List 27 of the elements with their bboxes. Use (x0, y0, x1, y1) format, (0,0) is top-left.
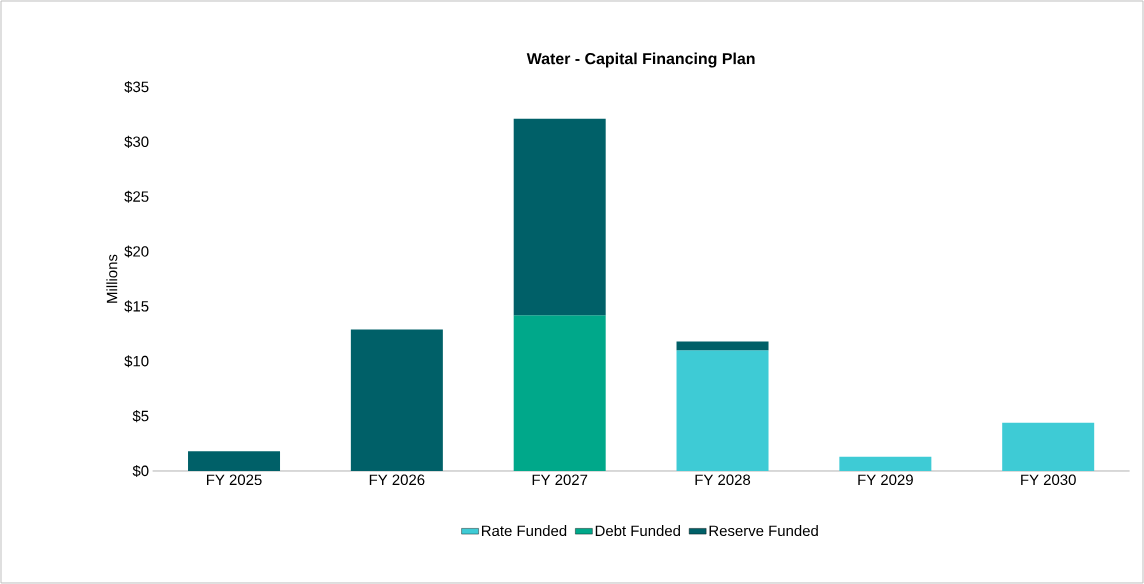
y-tick-label: $10 (124, 355, 149, 368)
x-tick-label: FY 2030 (1021, 474, 1076, 486)
y-tick-label: $35 (124, 80, 149, 94)
bar (188, 451, 281, 471)
y-tick-label: $20 (124, 245, 149, 258)
bar (513, 118, 606, 316)
y-tick-label: $0 (132, 464, 149, 478)
y-tick-label: $25 (124, 190, 149, 203)
bar (676, 341, 769, 351)
chart-title: Water - Capital Financing Plan (526, 52, 755, 68)
legend-label: Debt Funded (595, 525, 680, 537)
x-tick-label: FY 2026 (369, 474, 425, 486)
x-tick-label: FY 2029 (858, 474, 913, 486)
y-axis-title: Millions (106, 254, 118, 303)
y-tick-label: $5 (132, 410, 149, 423)
y-tick-label: $15 (124, 300, 149, 313)
x-tick-label: FY 2028 (695, 474, 751, 486)
legend-label: Rate Funded (481, 525, 567, 537)
bar (839, 456, 932, 471)
x-tick-label: FY 2025 (207, 474, 262, 486)
bar (1002, 422, 1095, 471)
x-tick-label: FY 2027 (532, 474, 588, 486)
bar (513, 315, 606, 471)
bar (676, 350, 769, 471)
y-tick-label: $30 (124, 135, 149, 148)
bar (350, 329, 443, 471)
legend-label: Reserve Funded (709, 525, 818, 537)
